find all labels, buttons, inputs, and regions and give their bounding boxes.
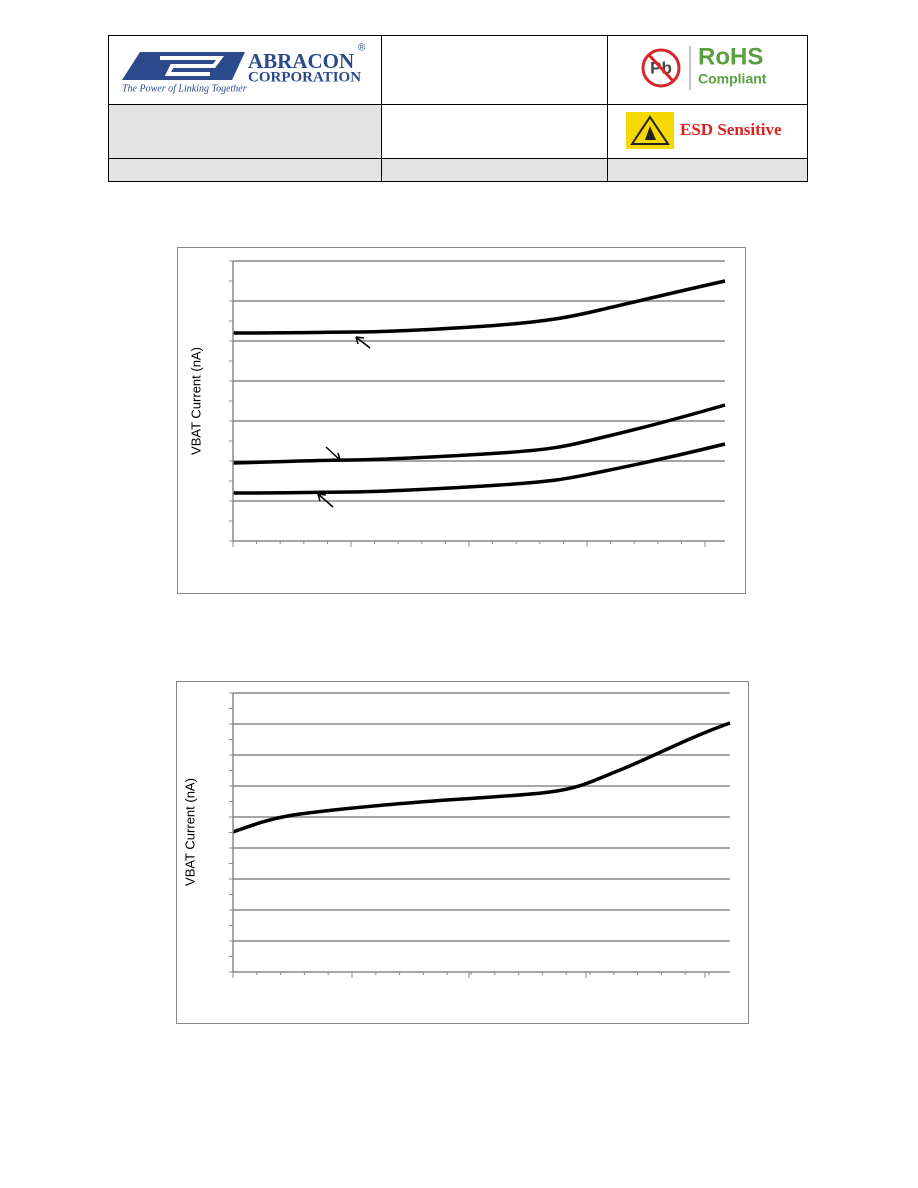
curve <box>232 721 731 834</box>
logo-mark <box>160 56 224 76</box>
chart-frame <box>176 681 749 1024</box>
registered: ® <box>358 43 366 54</box>
curve <box>232 279 726 335</box>
esd-badge: ESD Sensitive <box>626 112 782 149</box>
cell-fill <box>108 104 381 158</box>
esd-icon <box>630 115 670 145</box>
esd-icon <box>645 126 656 140</box>
curve <box>232 403 726 465</box>
esd-label: ESD Sensitive <box>680 120 782 139</box>
y-axis-label: VBAT Current (nA) <box>188 347 203 455</box>
arrows <box>317 336 371 508</box>
cell-fill <box>108 158 808 182</box>
y-axis-label: VBAT Current (nA) <box>182 778 197 886</box>
no-slash <box>647 53 675 83</box>
rohs-subtitle: Compliant <box>698 71 767 87</box>
rohs-badge: Pb RoHS Compliant <box>641 43 767 90</box>
logo-subtitle: CORPORATION <box>248 69 361 85</box>
table-border <box>108 35 808 182</box>
logo-name: ABRACON <box>248 49 354 73</box>
rohs-title: RoHS <box>698 43 763 70</box>
logo: ABRACON ® CORPORATION The Power of Linki… <box>122 43 366 94</box>
tagline: The Power of Linking Together <box>122 83 247 94</box>
curve <box>232 442 726 495</box>
chart: VBAT Current (nA) <box>176 681 749 1024</box>
header-table <box>108 35 808 182</box>
chart: VBAT Current (nA) <box>177 247 746 594</box>
